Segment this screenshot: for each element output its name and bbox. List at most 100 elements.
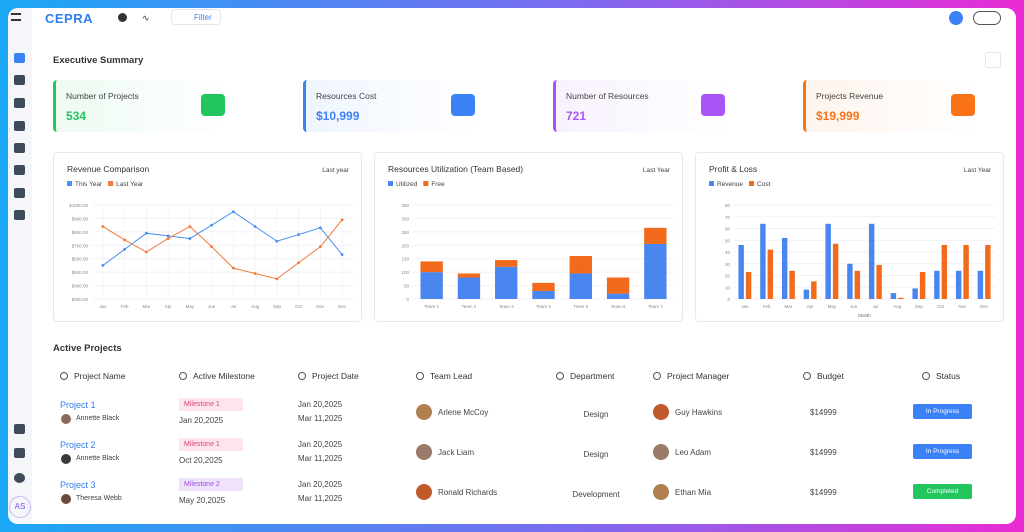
- milestone-tag: Milestone 1: [179, 398, 243, 411]
- project-owner: Theresa Webb: [76, 495, 122, 502]
- x-tick-label: Dec: [338, 304, 347, 309]
- nav-layers[interactable]: [14, 210, 25, 220]
- nav-settings[interactable]: [14, 424, 25, 434]
- x-tick-label: Team 5: [573, 304, 588, 309]
- bar: [789, 270, 795, 299]
- project-owner: Annette Black: [76, 415, 120, 422]
- kpi-value: $19,999: [816, 109, 860, 123]
- section-title: Active Projects: [53, 343, 122, 354]
- legend-swatch: [423, 181, 429, 186]
- x-tick-label: Aug: [251, 304, 260, 309]
- nav-finance[interactable]: [14, 143, 25, 153]
- filter-button[interactable]: Filter: [171, 9, 221, 25]
- nav-dashboard[interactable]: [14, 53, 25, 63]
- y-tick-label: 10: [725, 285, 731, 290]
- budget: $14999: [810, 488, 837, 497]
- nav-reports[interactable]: [14, 75, 25, 85]
- column-header: Budget: [817, 371, 844, 381]
- period-select[interactable]: Last year: [322, 167, 350, 174]
- end-date: Mar 11,2025: [298, 454, 343, 463]
- x-tick-label: May: [828, 304, 837, 309]
- project-name[interactable]: Project 2: [60, 440, 96, 450]
- end-date: Mar 11,2025: [298, 414, 343, 423]
- bar-segment: [532, 282, 555, 291]
- bar: [912, 288, 918, 299]
- bar: [934, 270, 940, 299]
- bar: [811, 281, 817, 299]
- nav-teams[interactable]: [14, 165, 25, 175]
- x-tick-label: Nov: [316, 304, 325, 309]
- status-button[interactable]: In Progress: [913, 404, 972, 419]
- x-tick-label: Aug: [893, 304, 902, 309]
- add-button[interactable]: [949, 11, 963, 25]
- header-icon: [653, 372, 661, 380]
- bar: [876, 264, 882, 299]
- y-tick-label: 250: [401, 230, 409, 235]
- department: Design: [583, 450, 609, 459]
- lead-avatar: [416, 444, 432, 460]
- project-name[interactable]: Project 1: [60, 400, 96, 410]
- x-tick-label: Apr: [807, 304, 815, 309]
- bar: [745, 271, 752, 299]
- point: [340, 218, 344, 222]
- team-lead: Jack Liam: [438, 448, 475, 457]
- x-tick-label: Jun: [208, 304, 216, 309]
- period-select[interactable]: Last Year: [964, 167, 992, 174]
- column-header: Project Date: [312, 371, 359, 381]
- bar-segment: [420, 261, 443, 273]
- y-tick-label: $300.00: [72, 297, 89, 302]
- y-tick-label: $1000.00: [69, 203, 88, 208]
- bar-segment: [457, 277, 481, 299]
- menu-button[interactable]: [11, 13, 21, 21]
- project-owner: Annette Black: [76, 455, 120, 462]
- y-tick-label: 50: [404, 284, 410, 289]
- end-date: Mar 11,2025: [298, 494, 343, 503]
- x-tick-label: Sep: [915, 304, 924, 309]
- kpi-card: Projects Revenue $19,999: [803, 80, 1000, 132]
- theme-toggle[interactable]: [973, 11, 1001, 25]
- chart-card: Profit & Loss Last Year Revenue Cost 0 10 20 30…: [695, 152, 1004, 322]
- x-tick-label: Jul: [230, 304, 236, 309]
- point: [340, 253, 344, 257]
- nav-clipboard[interactable]: [14, 188, 25, 198]
- project-name[interactable]: Project 3: [60, 480, 96, 490]
- nav-notifications[interactable]: [14, 448, 25, 458]
- chart-title: Resources Utilization (Team Based): [388, 164, 523, 174]
- nav-users[interactable]: [14, 98, 25, 108]
- bar: [963, 244, 969, 299]
- info-icon[interactable]: [118, 13, 127, 22]
- manager-avatar: [653, 484, 669, 500]
- bar: [955, 270, 962, 299]
- bar: [854, 270, 861, 299]
- nav-user-settings[interactable]: [14, 121, 25, 131]
- activity-icon[interactable]: ∿: [142, 13, 150, 23]
- bar-segment: [457, 273, 481, 278]
- bar: [919, 271, 926, 299]
- bar-segment: [569, 273, 592, 299]
- bar: [898, 297, 904, 299]
- status-button[interactable]: Completed: [913, 484, 972, 499]
- column-header: Active Milestone: [193, 371, 255, 381]
- period-select[interactable]: Last Year: [643, 167, 671, 174]
- project-manager: Ethan Mia: [675, 488, 712, 497]
- lead-avatar: [416, 484, 432, 500]
- legend-label: Last Year: [116, 181, 144, 188]
- nav-help[interactable]: [14, 473, 25, 483]
- edit-button[interactable]: [985, 52, 1001, 68]
- x-tick-label: Team 7: [648, 304, 663, 309]
- avatar[interactable]: AS: [9, 496, 31, 518]
- x-tick-label: May: [186, 304, 195, 309]
- header-icon: [556, 372, 564, 380]
- x-tick-label: Jan: [741, 304, 749, 309]
- status-button[interactable]: In Progress: [913, 444, 972, 459]
- bar: [868, 223, 875, 299]
- bar: [847, 263, 853, 299]
- y-tick-label: 150: [401, 257, 409, 262]
- project-manager: Leo Adam: [675, 448, 712, 457]
- milestone-date: Jan 20,2025: [179, 416, 224, 425]
- milestone-tag: Milestone 1: [179, 438, 243, 451]
- x-tick-label: Jun: [850, 304, 858, 309]
- y-tick-label: 300: [401, 216, 409, 221]
- x-tick-label: Apr: [165, 304, 173, 309]
